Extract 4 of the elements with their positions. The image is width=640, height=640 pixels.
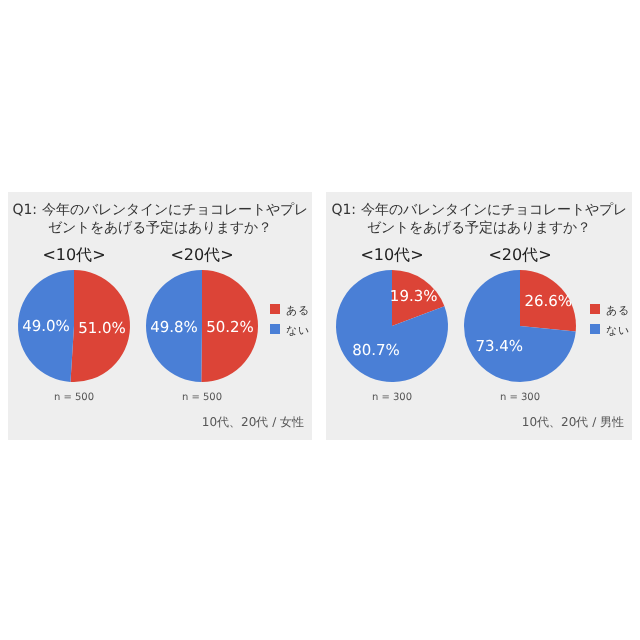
slice-label: <10代> — [42, 246, 106, 264]
slice-label: <20代> — [488, 246, 552, 264]
slice-label: <20代> — [170, 246, 234, 264]
slice-label: <10代> — [360, 246, 424, 264]
